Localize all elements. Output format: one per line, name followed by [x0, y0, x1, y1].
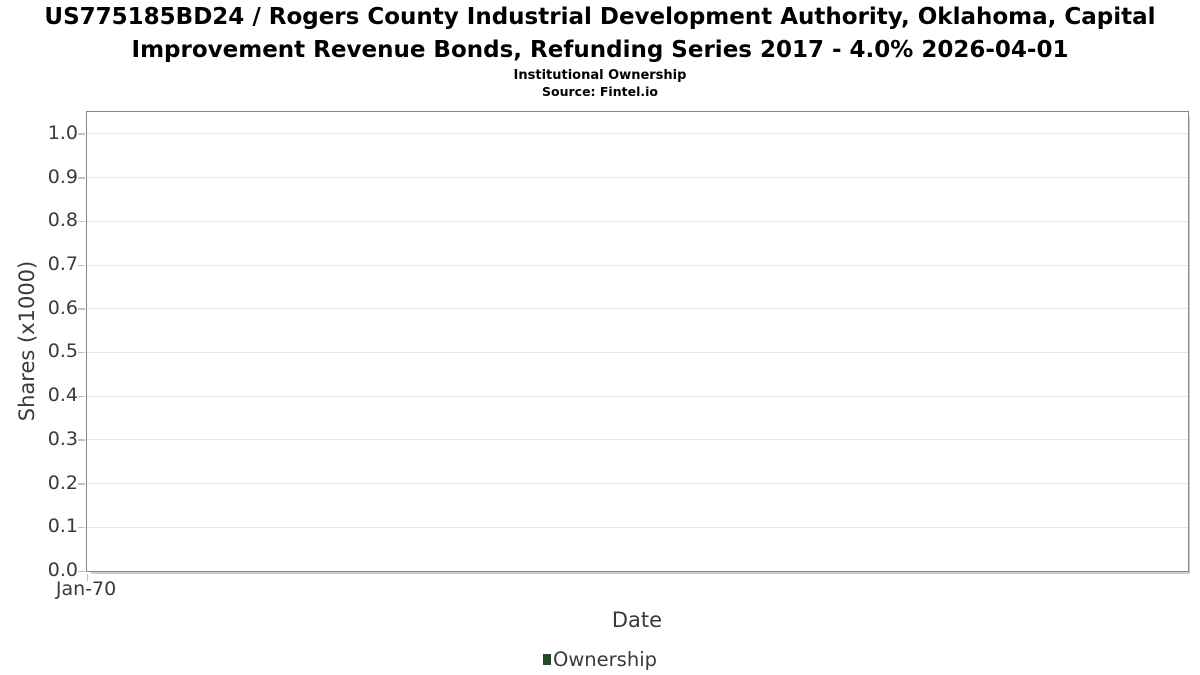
gridline	[87, 264, 1188, 266]
gridline	[87, 133, 1188, 135]
y-tick-label: 0.6	[47, 296, 78, 319]
y-tick-label: 0.2	[47, 471, 78, 494]
gridline	[87, 526, 1188, 528]
y-tick-mark	[78, 177, 85, 179]
y-tick-label: 0.4	[47, 384, 78, 407]
x-axis-title: Date	[611, 608, 663, 632]
gridline	[87, 351, 1188, 353]
y-tick-label: 0.0	[47, 559, 78, 581]
x-tick-mark	[86, 573, 88, 581]
y-tick-label: 0.9	[47, 165, 78, 188]
x-tick-label: Jan-70	[55, 578, 117, 600]
y-tick-label: 0.5	[47, 340, 78, 363]
y-tick-mark	[78, 220, 85, 223]
y-tick-mark	[78, 395, 85, 398]
legend-swatch	[543, 653, 551, 665]
y-tick-mark	[78, 526, 85, 529]
y-tick-mark	[78, 483, 85, 485]
gridline	[87, 308, 1188, 310]
gridline	[87, 395, 1188, 397]
gridline	[87, 220, 1188, 222]
y-tick-label: 0.7	[47, 253, 78, 276]
gridline	[87, 483, 1188, 485]
chart-subtitle: Institutional Ownership	[513, 68, 687, 83]
y-tick-label: 0.8	[47, 209, 78, 232]
y-tick-mark	[78, 133, 85, 135]
legend-item: Ownership	[543, 648, 657, 671]
chart-source: Source: Fintel.io	[542, 84, 658, 99]
legend: Ownership	[0, 646, 1200, 672]
y-tick-labels: 0.0 0.1 0.2 0.3 0.4 0.5 0.6 0.7 0.8 0.9 1.0	[0, 111, 78, 581]
y-tick-label: 0.1	[47, 515, 78, 538]
y-tick-label: 0.3	[47, 427, 78, 450]
y-tick-mark	[78, 570, 85, 572]
chart-title: US775185BD24 / Rogers County Industrial …	[44, 4, 1156, 63]
y-tick-mark	[78, 264, 85, 267]
y-tick-mark	[78, 308, 85, 310]
y-tick-label: 1.0	[47, 121, 78, 144]
plot-area	[78, 111, 1189, 581]
gridline	[87, 177, 1188, 179]
y-tick-mark	[78, 351, 85, 354]
x-tick-labels: Jan-70	[56, 578, 1187, 604]
legend-label: Ownership	[553, 647, 657, 671]
gridline	[87, 439, 1188, 441]
y-tick-mark	[78, 439, 85, 441]
